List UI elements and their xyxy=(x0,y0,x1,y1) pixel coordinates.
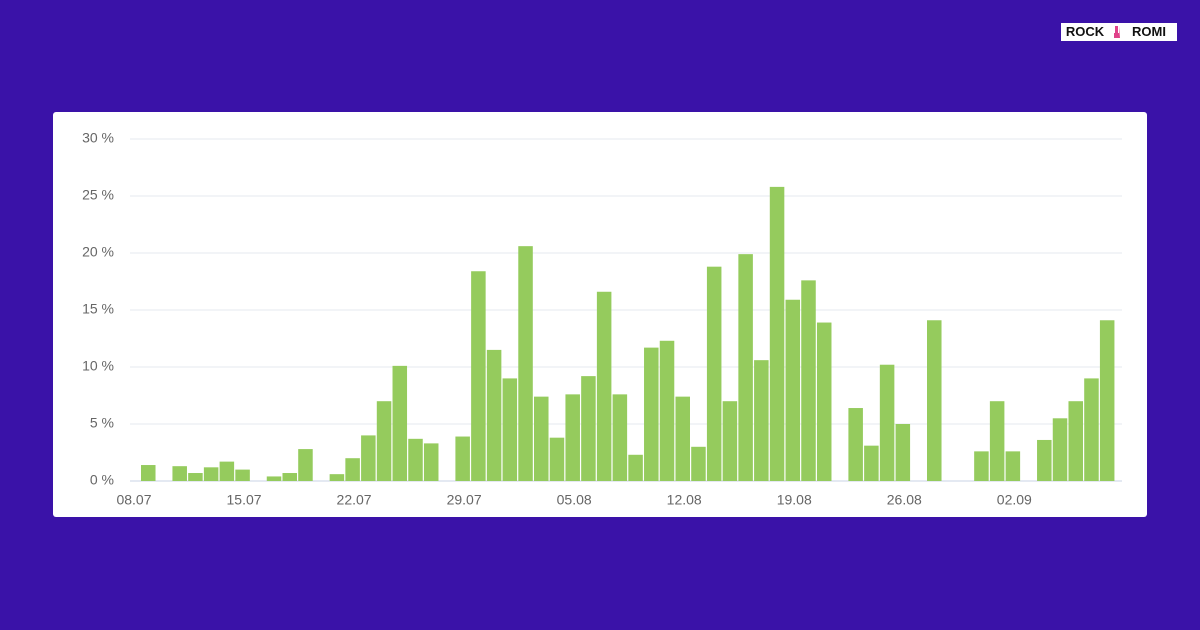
bar xyxy=(801,280,816,481)
bar xyxy=(455,436,470,481)
bar xyxy=(612,394,628,481)
y-tick-label: 30 % xyxy=(82,130,114,146)
bar xyxy=(1099,320,1115,481)
bar xyxy=(534,396,549,481)
y-tick-label: 5 % xyxy=(90,415,114,431)
x-tick-label: 08.07 xyxy=(116,492,151,508)
bar xyxy=(298,449,313,481)
bar xyxy=(361,435,376,481)
x-tick-label: 15.07 xyxy=(227,492,262,508)
y-tick-label: 10 % xyxy=(82,358,114,374)
bar xyxy=(219,461,235,481)
bar xyxy=(203,467,219,481)
bar xyxy=(502,378,518,481)
logo-right: ROMI xyxy=(1132,24,1166,39)
x-tick-label: 05.08 xyxy=(557,492,592,508)
x-tick-label: 02.09 xyxy=(997,492,1032,508)
bar xyxy=(188,473,203,481)
bar xyxy=(816,322,832,481)
y-tick-label: 0 % xyxy=(90,472,114,488)
bar xyxy=(141,465,156,481)
bar xyxy=(769,186,785,481)
bar xyxy=(879,364,895,481)
bar xyxy=(895,424,911,481)
bar xyxy=(471,271,486,481)
bar xyxy=(172,466,187,481)
logo-left: ROCK xyxy=(1066,24,1105,39)
bar xyxy=(628,454,643,481)
bar xyxy=(675,396,690,481)
bar xyxy=(408,438,423,481)
bar xyxy=(266,476,282,481)
bar xyxy=(754,360,769,481)
bar xyxy=(565,394,580,481)
bar xyxy=(644,347,659,481)
bar xyxy=(486,349,502,481)
bar xyxy=(581,376,596,481)
bar xyxy=(423,443,439,481)
bar xyxy=(738,254,753,481)
bar xyxy=(1068,401,1083,481)
bar xyxy=(848,408,863,481)
bar xyxy=(235,469,250,481)
logo: ROCK ROMI xyxy=(1061,23,1177,41)
bar xyxy=(785,299,801,481)
bar xyxy=(974,451,989,481)
bar xyxy=(1005,451,1021,481)
bar xyxy=(1084,378,1099,481)
x-tick-label: 29.07 xyxy=(447,492,482,508)
bar xyxy=(596,291,612,481)
x-tick-label: 22.07 xyxy=(337,492,372,508)
y-tick-label: 15 % xyxy=(82,301,114,317)
bar xyxy=(706,266,722,481)
bar xyxy=(659,340,675,481)
bar xyxy=(722,401,738,481)
bar xyxy=(518,246,533,481)
y-tick-label: 20 % xyxy=(82,244,114,260)
x-tick-label: 12.08 xyxy=(667,492,702,508)
bar xyxy=(392,365,408,481)
bar xyxy=(329,474,345,481)
y-tick-label: 25 % xyxy=(82,187,114,203)
bar xyxy=(1037,439,1052,481)
bar xyxy=(691,446,706,481)
x-tick-label: 26.08 xyxy=(887,492,922,508)
bar xyxy=(282,473,297,481)
bar xyxy=(345,458,360,481)
bar xyxy=(549,437,565,481)
bar xyxy=(376,401,392,481)
bar xyxy=(1052,418,1068,481)
bar xyxy=(989,401,1005,481)
x-tick-label: 19.08 xyxy=(777,492,812,508)
bar xyxy=(864,445,879,481)
logo-icon xyxy=(1114,26,1120,38)
bar xyxy=(927,320,942,481)
